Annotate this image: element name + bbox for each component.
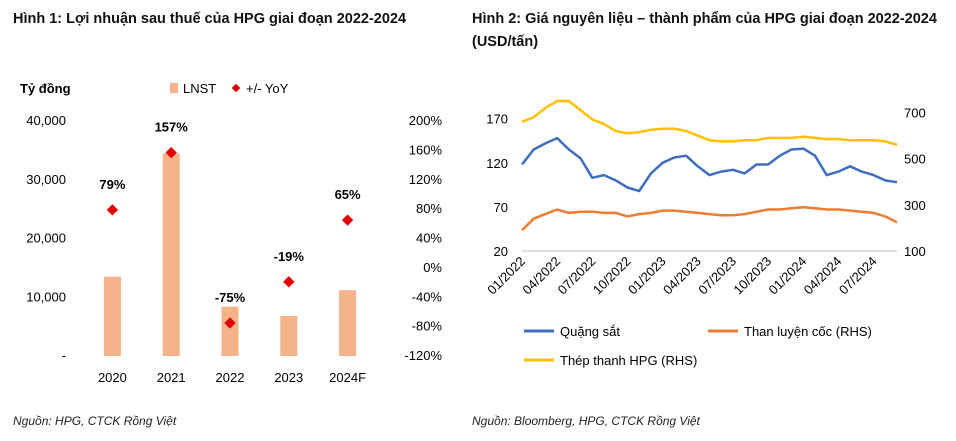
figure-1-source: Nguồn: HPG, CTCK Rồng Việt (13, 414, 177, 428)
bar-lnst (162, 153, 180, 356)
marker-yoy (283, 276, 295, 288)
marker-yoy (106, 204, 119, 216)
left-tick-label: 20 (494, 244, 508, 259)
x-tick-label: 01/2024 (766, 254, 810, 298)
legend-label-yoy: +/- YoY (246, 81, 289, 96)
marker-yoy (165, 146, 177, 159)
left-tick-label: 30,000 (26, 172, 66, 187)
figure-1-title: Hình 1: Lợi nhuận sau thuế của HPG giai … (13, 11, 407, 27)
right-tick-label: 40% (416, 231, 442, 246)
series-line (521, 205, 898, 232)
x-tick-label: 2021 (157, 370, 186, 385)
x-tick-label: 07/2022 (555, 254, 599, 298)
figure-1-panel: Hình 1: Lợi nhuận sau thuế của HPG giai … (0, 0, 470, 441)
right-tick-label: -40% (412, 289, 443, 304)
figure-2-title: Hình 2: Giá nguyên liệu – thành phẩm của… (472, 11, 937, 50)
data-label-yoy: 79% (99, 177, 125, 192)
x-tick-label: 04/2022 (519, 254, 563, 298)
x-tick-label: 2024F (329, 370, 366, 385)
right-tick-label: 120% (409, 172, 443, 187)
x-tick-label: 2022 (216, 370, 245, 385)
price-chart: 207012017010030050070001/202204/202207/2… (484, 99, 926, 368)
marker-yoy (224, 317, 236, 329)
x-tick-label: 07/2024 (836, 254, 880, 298)
right-tick-label: 200% (409, 113, 443, 128)
legend-swatch-lnst (170, 83, 178, 93)
left-tick-label: 70 (494, 200, 508, 215)
x-tick-label: 2023 (274, 370, 303, 385)
left-tick-label: 170 (486, 112, 508, 127)
data-label-yoy: -19% (274, 249, 305, 264)
legend-label: Than luyện cốc (RHS) (744, 324, 872, 339)
right-tick-label: 500 (904, 152, 926, 167)
data-label-yoy: 65% (335, 187, 361, 202)
right-tick-label: -120% (404, 348, 442, 363)
bar-lnst (103, 276, 121, 356)
left-tick-label: 120 (486, 156, 508, 171)
series-line (521, 136, 898, 193)
left-tick-label: 40,000 (26, 113, 66, 128)
left-tick-label: 20,000 (26, 231, 66, 246)
x-tick-label: 2020 (98, 370, 127, 385)
legend-swatch-yoy (231, 83, 241, 93)
right-tick-label: 700 (904, 106, 926, 121)
right-tick-label: 160% (409, 142, 443, 157)
right-tick-label: 300 (904, 198, 926, 213)
legend-label: Thép thanh HPG (RHS) (560, 353, 697, 368)
right-tick-label: -80% (412, 319, 443, 334)
x-tick-label: 10/2023 (730, 254, 774, 298)
left-tick-label: 10,000 (26, 289, 66, 304)
x-tick-label: 04/2024 (801, 254, 845, 298)
legend-label: Quặng sắt (560, 324, 620, 339)
series-line (521, 99, 898, 147)
x-tick-label: 01/2022 (484, 254, 528, 298)
figure-2-source: Nguồn: Bloomberg, HPG, CTCK Rồng Việt (472, 414, 700, 428)
marker-yoy (341, 214, 354, 226)
figure-2-panel: Hình 2: Giá nguyên liệu – thành phẩm của… (472, 0, 956, 441)
x-tick-label: 07/2023 (695, 254, 739, 298)
y-axis-label: Tỷ đồng (20, 81, 71, 96)
legend-label-lnst: LNST (183, 81, 216, 96)
left-tick-label: - (62, 348, 66, 363)
right-tick-label: 80% (416, 201, 442, 216)
bar-lnst (221, 306, 239, 356)
right-tick-label: 100 (904, 244, 926, 259)
bar-lnst (280, 316, 298, 356)
profit-chart: Tỷ đồng LNST +/- YoY - 10,000 20,000 30,000 40,… (20, 81, 443, 385)
x-tick-label: 01/2023 (625, 254, 669, 298)
x-tick-label: 04/2023 (660, 254, 704, 298)
right-tick-label: 0% (423, 260, 442, 275)
data-label-yoy: -75% (215, 290, 246, 305)
data-label-yoy: 157% (155, 120, 189, 135)
x-tick-label: 10/2022 (590, 254, 634, 298)
bar-lnst (339, 290, 357, 356)
